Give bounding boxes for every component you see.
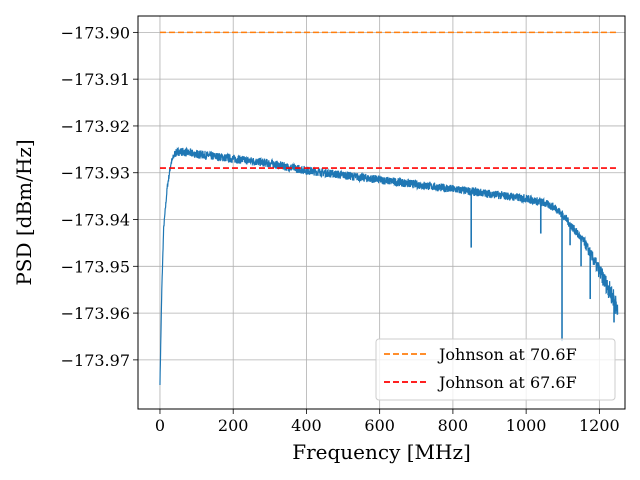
series-layer — [159, 31, 619, 385]
x-ticks: 0 200 400 600 800 1000 1200 — [155, 409, 620, 435]
x-tick-label: 0 — [155, 416, 165, 435]
y-tick-label: −173.95 — [61, 257, 130, 276]
legend-label-johnson-67-6f: Johnson at 67.6F — [437, 373, 577, 392]
y-tick-label: −173.92 — [61, 117, 130, 136]
legend: Johnson at 70.6F Johnson at 67.6F — [375, 338, 616, 401]
y-ticks: −173.90 −173.91 −173.92 −173.93 −173.94 −173.… — [61, 23, 138, 370]
x-tick-label: 200 — [218, 416, 249, 435]
x-tick-label: 1000 — [506, 416, 547, 435]
psd-trace — [159, 146, 619, 385]
y-tick-label: −173.93 — [61, 164, 130, 183]
x-tick-label: 400 — [291, 416, 322, 435]
y-tick-label: −173.90 — [61, 23, 130, 42]
y-tick-label: −173.91 — [61, 70, 130, 89]
x-axis-label: Frequency [MHz] — [292, 440, 471, 464]
x-tick-label: 1200 — [579, 416, 620, 435]
x-tick-label: 600 — [364, 416, 395, 435]
plot-frame — [137, 15, 626, 410]
y-tick-label: −173.96 — [61, 304, 130, 323]
y-axis-label: PSD [dBm/Hz] — [12, 139, 36, 285]
x-tick-label: 800 — [438, 416, 469, 435]
y-tick-label: −173.97 — [61, 351, 130, 370]
y-tick-label: −173.94 — [61, 211, 130, 230]
legend-box — [375, 338, 616, 401]
legend-label-johnson-70-6f: Johnson at 70.6F — [437, 345, 577, 364]
